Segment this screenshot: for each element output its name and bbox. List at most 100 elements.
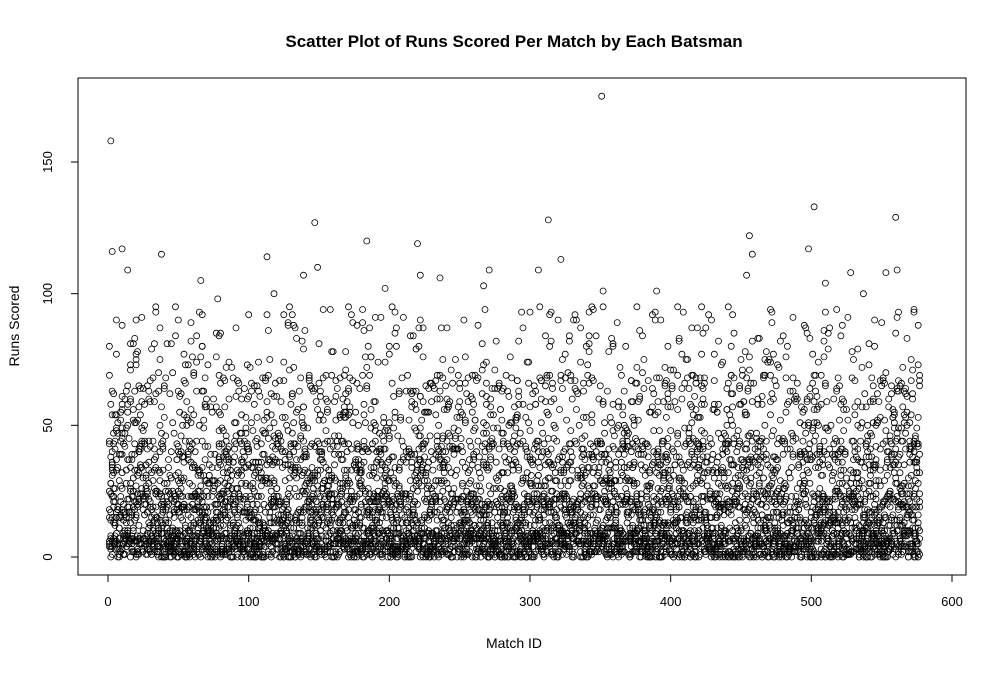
data-point — [460, 316, 468, 324]
data-point — [605, 485, 613, 492]
data-point — [235, 379, 243, 387]
data-point — [128, 450, 136, 458]
data-point — [633, 303, 641, 311]
data-point — [521, 511, 528, 519]
data-point — [566, 440, 573, 448]
data-point — [333, 385, 341, 392]
data-point — [370, 469, 378, 477]
data-point — [542, 535, 549, 542]
data-point — [499, 519, 507, 527]
data-point — [599, 303, 607, 311]
data-point — [542, 332, 549, 340]
data-point — [627, 511, 635, 519]
data-point — [468, 408, 476, 416]
data-point — [437, 324, 445, 332]
data-point — [416, 432, 424, 440]
data-point — [142, 471, 150, 479]
data-point — [688, 419, 696, 427]
data-point — [487, 453, 495, 461]
data-point — [263, 479, 271, 487]
data-point — [415, 342, 423, 350]
data-point — [563, 492, 570, 500]
data-point — [487, 456, 495, 464]
data-point — [122, 387, 130, 395]
data-point — [107, 508, 115, 516]
data-point — [584, 490, 592, 498]
data-point — [132, 482, 140, 490]
data-point — [260, 522, 268, 529]
data-point — [395, 482, 403, 490]
data-point — [397, 416, 405, 424]
data-point — [528, 482, 535, 490]
data-point — [515, 337, 523, 345]
data-point — [281, 413, 289, 421]
data-point — [672, 545, 680, 553]
data-point — [630, 458, 638, 466]
data-point — [542, 532, 549, 540]
data-point — [574, 500, 582, 508]
data-point — [212, 403, 220, 411]
data-point — [470, 400, 478, 408]
data-point — [664, 395, 672, 403]
data-point — [644, 377, 652, 385]
data-point — [165, 456, 172, 464]
data-point — [418, 524, 426, 532]
data-point — [585, 332, 593, 340]
data-point — [286, 453, 293, 461]
data-point — [665, 522, 673, 529]
data-point — [331, 490, 338, 498]
data-point — [395, 524, 403, 532]
data-point — [245, 392, 253, 400]
data-point — [494, 477, 502, 485]
data-point — [250, 400, 258, 408]
data-point — [367, 353, 375, 361]
data-point — [233, 485, 241, 492]
data-point — [278, 413, 286, 421]
data-point — [288, 429, 296, 437]
data-point — [142, 474, 150, 482]
data-point — [302, 503, 310, 511]
data-point — [671, 540, 679, 548]
data-point — [623, 519, 631, 527]
data-point — [710, 377, 718, 385]
data-point — [589, 377, 597, 385]
data-point — [664, 466, 672, 474]
data-point — [595, 506, 603, 514]
data-point — [207, 503, 215, 511]
data-point — [515, 466, 523, 474]
data-point — [532, 400, 539, 408]
data-point — [388, 379, 396, 387]
data-point — [637, 450, 645, 458]
data-point — [651, 316, 659, 324]
data-point — [643, 492, 651, 500]
data-point — [619, 437, 627, 445]
data-point — [257, 458, 265, 466]
data-point — [446, 508, 454, 516]
data-point — [113, 411, 120, 419]
data-point — [709, 450, 717, 458]
data-point — [122, 519, 130, 527]
data-point — [121, 395, 129, 403]
data-point — [423, 464, 431, 471]
data-point — [138, 313, 146, 321]
data-point — [315, 379, 323, 387]
data-point — [581, 432, 589, 440]
data-point — [604, 529, 611, 537]
data-point — [378, 514, 386, 521]
data-point — [477, 487, 485, 495]
data-point — [187, 419, 195, 427]
data-point — [660, 398, 667, 406]
data-point — [335, 450, 343, 458]
data-point — [352, 456, 360, 464]
data-point — [184, 450, 192, 458]
data-point — [286, 492, 293, 500]
data-point — [238, 429, 246, 437]
data-point — [537, 453, 545, 461]
data-point — [352, 408, 360, 416]
data-point — [179, 516, 187, 524]
data-point — [459, 458, 466, 466]
data-point — [419, 445, 427, 453]
data-point — [146, 498, 154, 506]
data-point — [354, 456, 362, 464]
